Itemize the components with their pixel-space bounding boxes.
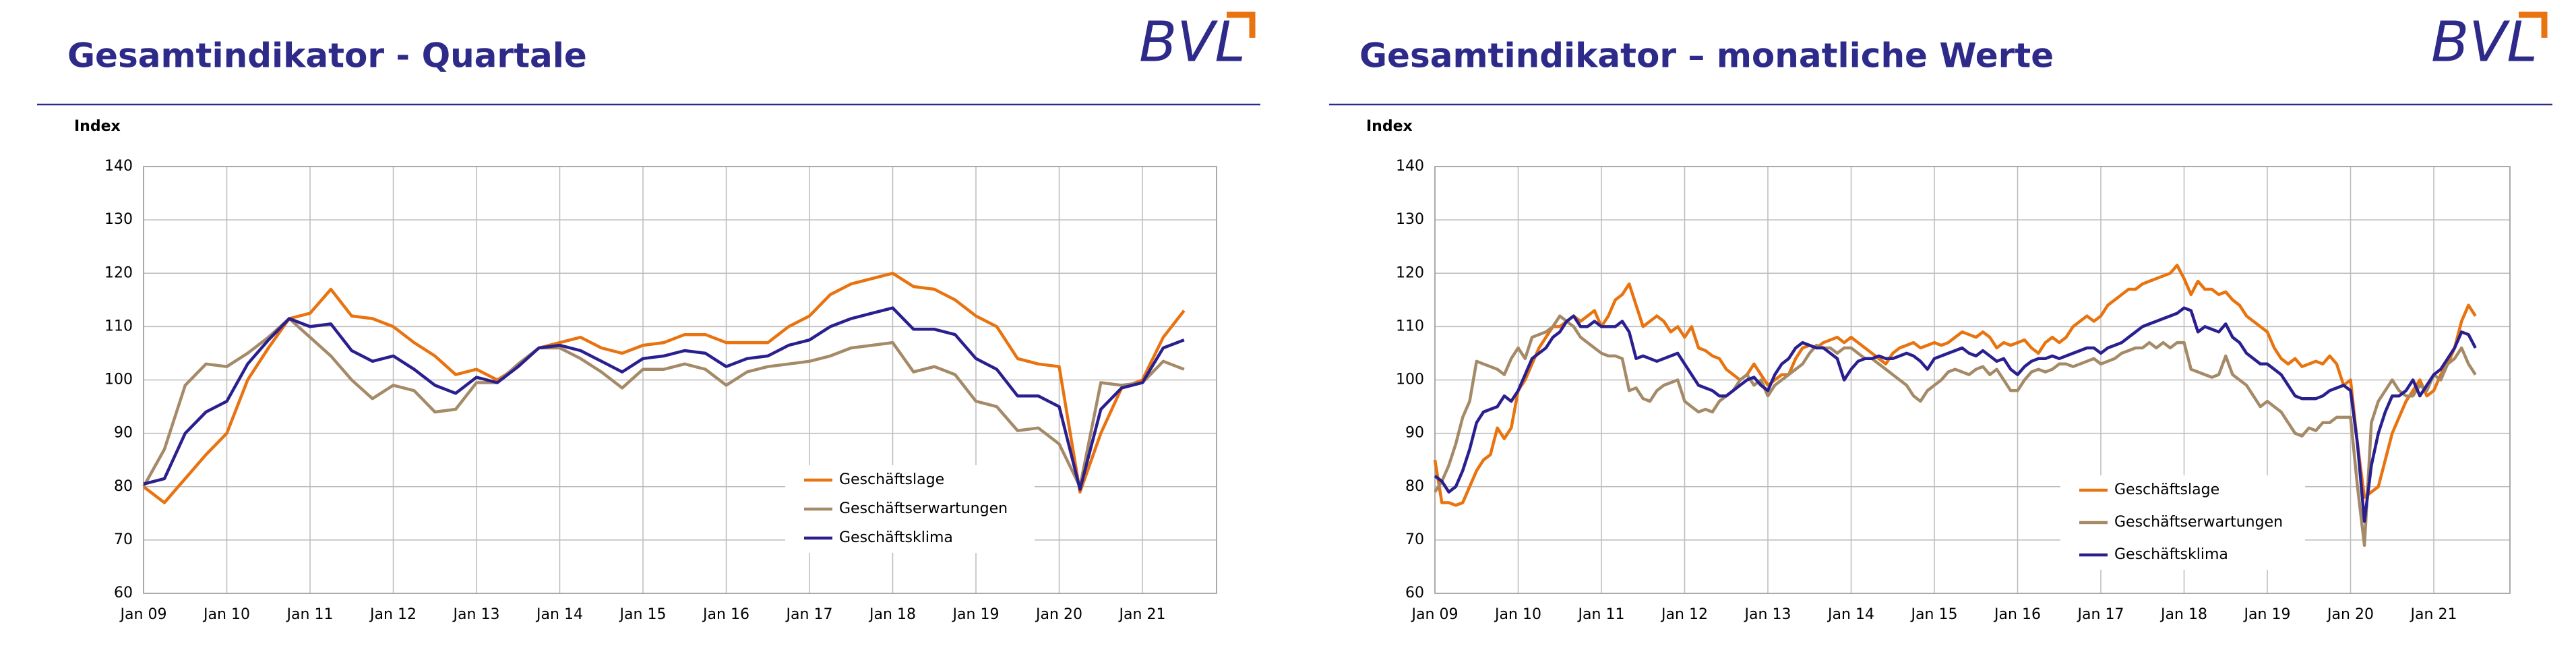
x-tick-label: Jan 10 (202, 606, 250, 623)
x-tick-label: Jan 21 (2410, 606, 2457, 623)
logo: BVL (1139, 10, 1246, 74)
plot-frame (1434, 166, 2511, 594)
y-tick-label: 140 (1396, 158, 1424, 175)
series-line (143, 306, 1185, 491)
x-tick-label: Jan 16 (702, 606, 749, 623)
x-tick-label: Jan 16 (1993, 606, 2041, 623)
y-tick-label: 130 (1396, 211, 1424, 228)
y-axis-label: Index (1366, 118, 1413, 135)
x-tick-label: Jan 20 (1035, 606, 1082, 623)
x-tick-label: Jan 19 (952, 606, 1000, 623)
x-tick-label: Jan 11 (286, 606, 334, 623)
x-tick-label: Jan 17 (785, 606, 833, 623)
legend-label: Geschäftslage (2114, 481, 2219, 498)
x-tick-label: Jan 13 (452, 606, 500, 623)
y-tick-label: 120 (1396, 264, 1424, 281)
x-tick-label: Jan 09 (119, 606, 167, 623)
plot-frame (143, 166, 1217, 594)
series-line (1433, 264, 2477, 507)
legend-label: Geschäftslage (839, 471, 944, 488)
x-tick-label: Jan 13 (1744, 606, 1791, 623)
legend-label: Geschäftserwartungen (2114, 514, 2283, 531)
x-tick-label: Jan 15 (1910, 606, 1958, 623)
chart: Gesamtindikator – monatliche Werte BVL Ind… (1329, 10, 2552, 623)
x-tick-label: Jan 09 (1411, 606, 1459, 623)
y-tick-label: 70 (114, 531, 133, 548)
x-tick-label: Jan 14 (1827, 606, 1874, 623)
chart-title: Gesamtindikator - Quartale (67, 36, 587, 76)
y-tick-label: 80 (1405, 478, 1424, 495)
x-tick-label: Jan 20 (2326, 606, 2374, 623)
x-tick-label: Jan 11 (1577, 606, 1625, 623)
y-tick-label: 70 (1405, 531, 1424, 548)
x-tick-label: Jan 12 (1660, 606, 1708, 623)
x-tick-label: Jan 12 (369, 606, 417, 623)
y-tick-label: 110 (1396, 318, 1424, 334)
legend-label: Geschäftserwartungen (839, 500, 1008, 517)
y-tick-label: 90 (114, 425, 133, 442)
series-line (1434, 314, 2477, 548)
x-tick-label: Jan 17 (2077, 606, 2124, 623)
logo-mark (1227, 11, 1256, 38)
legend-label: Geschäftsklima (839, 529, 953, 546)
y-tick-label: 90 (1405, 425, 1424, 442)
x-tick-label: Jan 21 (1118, 606, 1166, 623)
y-axis-label: Index (74, 118, 121, 135)
y-tick-label: 120 (104, 264, 133, 281)
y-tick-label: 110 (104, 318, 133, 334)
y-tick-label: 60 (1405, 585, 1424, 601)
y-tick-label: 60 (114, 585, 133, 601)
x-tick-label: Jan 19 (2243, 606, 2291, 623)
x-tick-label: Jan 10 (1494, 606, 1541, 623)
y-tick-label: 130 (104, 211, 133, 228)
y-tick-label: 140 (104, 158, 133, 175)
x-tick-label: Jan 14 (535, 606, 583, 623)
logo-mark (2519, 11, 2548, 38)
y-tick-label: 80 (114, 478, 133, 495)
chart-title: Gesamtindikator – monatliche Werte (1359, 36, 2054, 76)
x-tick-label: Jan 18 (2159, 606, 2207, 623)
x-tick-label: Jan 15 (619, 606, 667, 623)
legend-label: Geschäftsklima (2114, 546, 2228, 563)
series-line (142, 317, 1185, 489)
series-line (142, 272, 1186, 504)
y-tick-label: 100 (104, 372, 133, 388)
y-tick-label: 100 (1396, 372, 1424, 388)
chart: Gesamtindikator - Quartale BVL Index 60 70 80… (37, 10, 1260, 623)
logo: BVL (2431, 10, 2538, 74)
series-line (1434, 306, 2477, 523)
x-tick-label: Jan 18 (868, 606, 916, 623)
